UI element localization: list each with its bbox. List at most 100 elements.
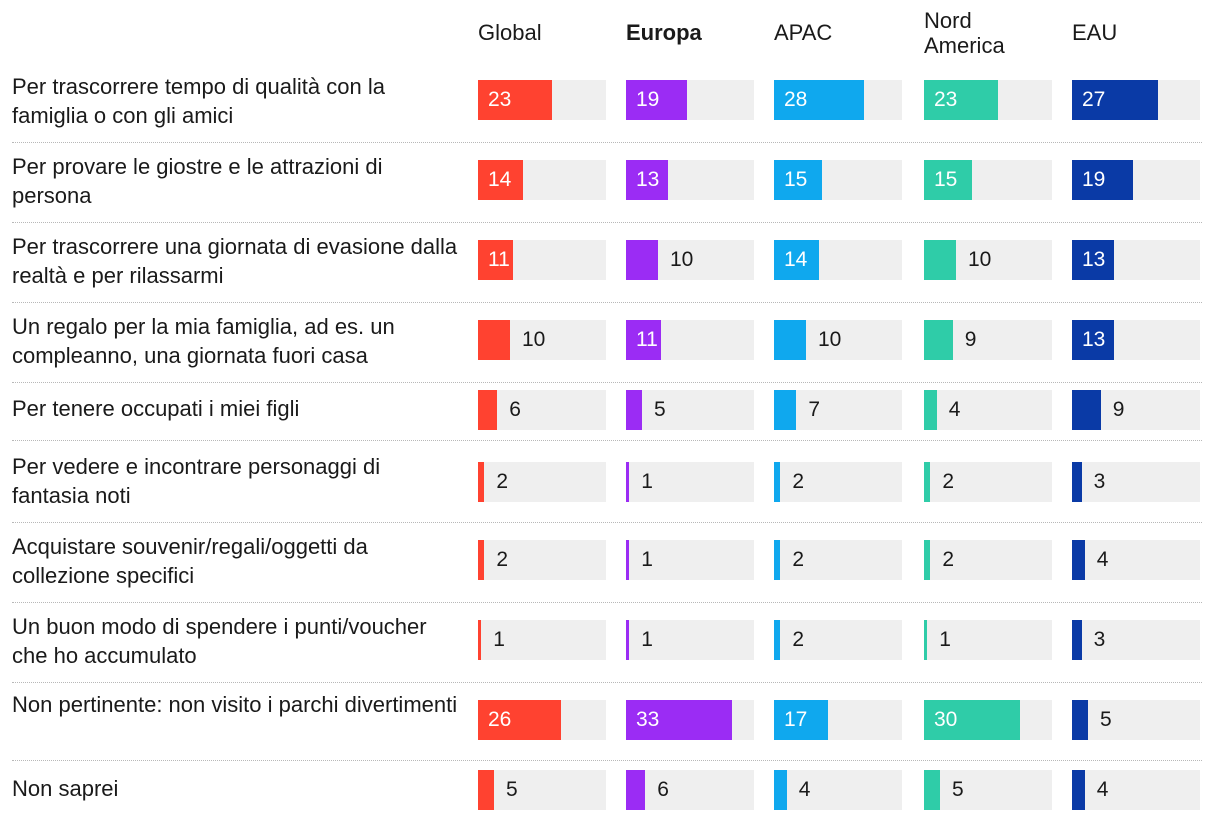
- bar-global: [478, 240, 514, 280]
- bar-nord-america: [924, 770, 940, 810]
- bar-global: [478, 462, 485, 502]
- bar-eau: [1072, 540, 1085, 580]
- bar-europa: [626, 240, 658, 280]
- bar-eau: [1072, 462, 1082, 502]
- bar-nord-america: [924, 160, 972, 200]
- value-label: 1: [641, 470, 653, 493]
- value-label: 14: [784, 248, 808, 271]
- value-label: 13: [1082, 328, 1106, 351]
- value-label: 1: [641, 548, 653, 571]
- bar-europa: [626, 390, 642, 430]
- bar-apac: [774, 160, 822, 200]
- value-label: 10: [522, 328, 546, 351]
- value-label: 3: [1093, 470, 1106, 493]
- bar-eau: [1072, 620, 1082, 660]
- value-label: 10: [670, 248, 694, 271]
- value-label: 1: [939, 628, 951, 651]
- bar-europa: [626, 462, 630, 502]
- value-label: 9: [1112, 398, 1125, 421]
- value-label: 11: [488, 248, 510, 271]
- value-label: 15: [934, 168, 958, 191]
- bar-global: [478, 620, 482, 660]
- value-label: 2: [496, 548, 509, 571]
- bar-track: [626, 620, 754, 660]
- value-label: 6: [657, 778, 669, 801]
- bar-track: [924, 770, 1052, 810]
- category-label: Acquistare souvenir/regali/oggetti da co…: [12, 534, 368, 588]
- value-label: 14: [488, 168, 512, 191]
- bar-nord-america: [924, 320, 953, 360]
- bar-track: [1072, 620, 1200, 660]
- bar-track: [774, 462, 902, 502]
- value-label: 15: [784, 168, 808, 191]
- value-label: 1: [493, 628, 505, 651]
- row-divider: [12, 522, 1202, 523]
- bar-track: [1072, 540, 1200, 580]
- value-label: 23: [934, 88, 958, 111]
- bar-apac: [774, 700, 829, 740]
- value-label: 13: [1082, 248, 1106, 271]
- bar-nord-america: [924, 462, 931, 502]
- value-label: 33: [636, 708, 660, 731]
- value-label: 10: [818, 328, 842, 351]
- value-label: 28: [784, 88, 808, 111]
- bar-eau: [1072, 320, 1114, 360]
- bar-track: [774, 540, 902, 580]
- category-label: Per trascorrere tempo di qualità con la …: [12, 74, 385, 128]
- bar-nord-america: [924, 80, 998, 120]
- value-label: 5: [654, 398, 666, 421]
- value-label: 23: [488, 88, 512, 111]
- bar-track: [478, 620, 606, 660]
- value-label: 19: [1082, 168, 1106, 191]
- value-label: 5: [952, 778, 964, 801]
- bar-europa: [626, 700, 732, 740]
- value-label: 2: [496, 470, 509, 493]
- bar-track: [1072, 700, 1200, 740]
- row-divider: [12, 222, 1202, 223]
- value-label: 4: [1096, 548, 1109, 571]
- bar-track: [626, 540, 754, 580]
- bar-nord-america: [924, 700, 1020, 740]
- bar-track: [626, 770, 754, 810]
- row-divider: [12, 682, 1202, 683]
- bar-global: [478, 160, 523, 200]
- column-header-eau: EAU: [1072, 20, 1118, 45]
- value-label: 13: [636, 168, 660, 191]
- bar-apac: [774, 770, 787, 810]
- row-divider: [12, 440, 1202, 441]
- bar-track: [478, 770, 606, 810]
- column-header-europa: Europa: [626, 20, 702, 45]
- bar-track: [626, 462, 754, 502]
- bar-nord-america: [924, 240, 956, 280]
- value-label: 6: [509, 398, 521, 421]
- value-label: 19: [636, 88, 660, 111]
- category-label: Per trascorrere una giornata di evasione…: [12, 234, 458, 288]
- bar-eau: [1072, 770, 1085, 810]
- category-label: Un buon modo di spendere i punti/voucher…: [12, 614, 427, 668]
- bar-apac: [774, 540, 781, 580]
- value-label: 2: [792, 628, 805, 651]
- value-label: 7: [808, 398, 821, 421]
- bar-europa: [626, 540, 630, 580]
- value-label: 5: [1100, 708, 1112, 731]
- category-label: Per provare le giostre e le attrazioni d…: [12, 154, 383, 208]
- bar-eau: [1072, 240, 1114, 280]
- bar-track: [924, 620, 1052, 660]
- bar-track: [1072, 462, 1200, 502]
- bar-apac: [774, 462, 781, 502]
- bar-europa: [626, 80, 687, 120]
- bar-europa: [626, 620, 630, 660]
- bar-global: [478, 540, 485, 580]
- value-label: 4: [1096, 778, 1109, 801]
- bar-eau: [1072, 700, 1088, 740]
- column-header-apac: APAC: [774, 20, 833, 45]
- row-divider: [12, 382, 1202, 383]
- category-label: Per tenere occupati i miei figli: [12, 396, 300, 421]
- value-label: 4: [798, 778, 811, 801]
- bar-global: [478, 700, 562, 740]
- bar-europa: [626, 770, 646, 810]
- value-label: 2: [792, 470, 805, 493]
- column-header-nord-america: Nord America: [924, 8, 1005, 58]
- bar-eau: [1072, 160, 1133, 200]
